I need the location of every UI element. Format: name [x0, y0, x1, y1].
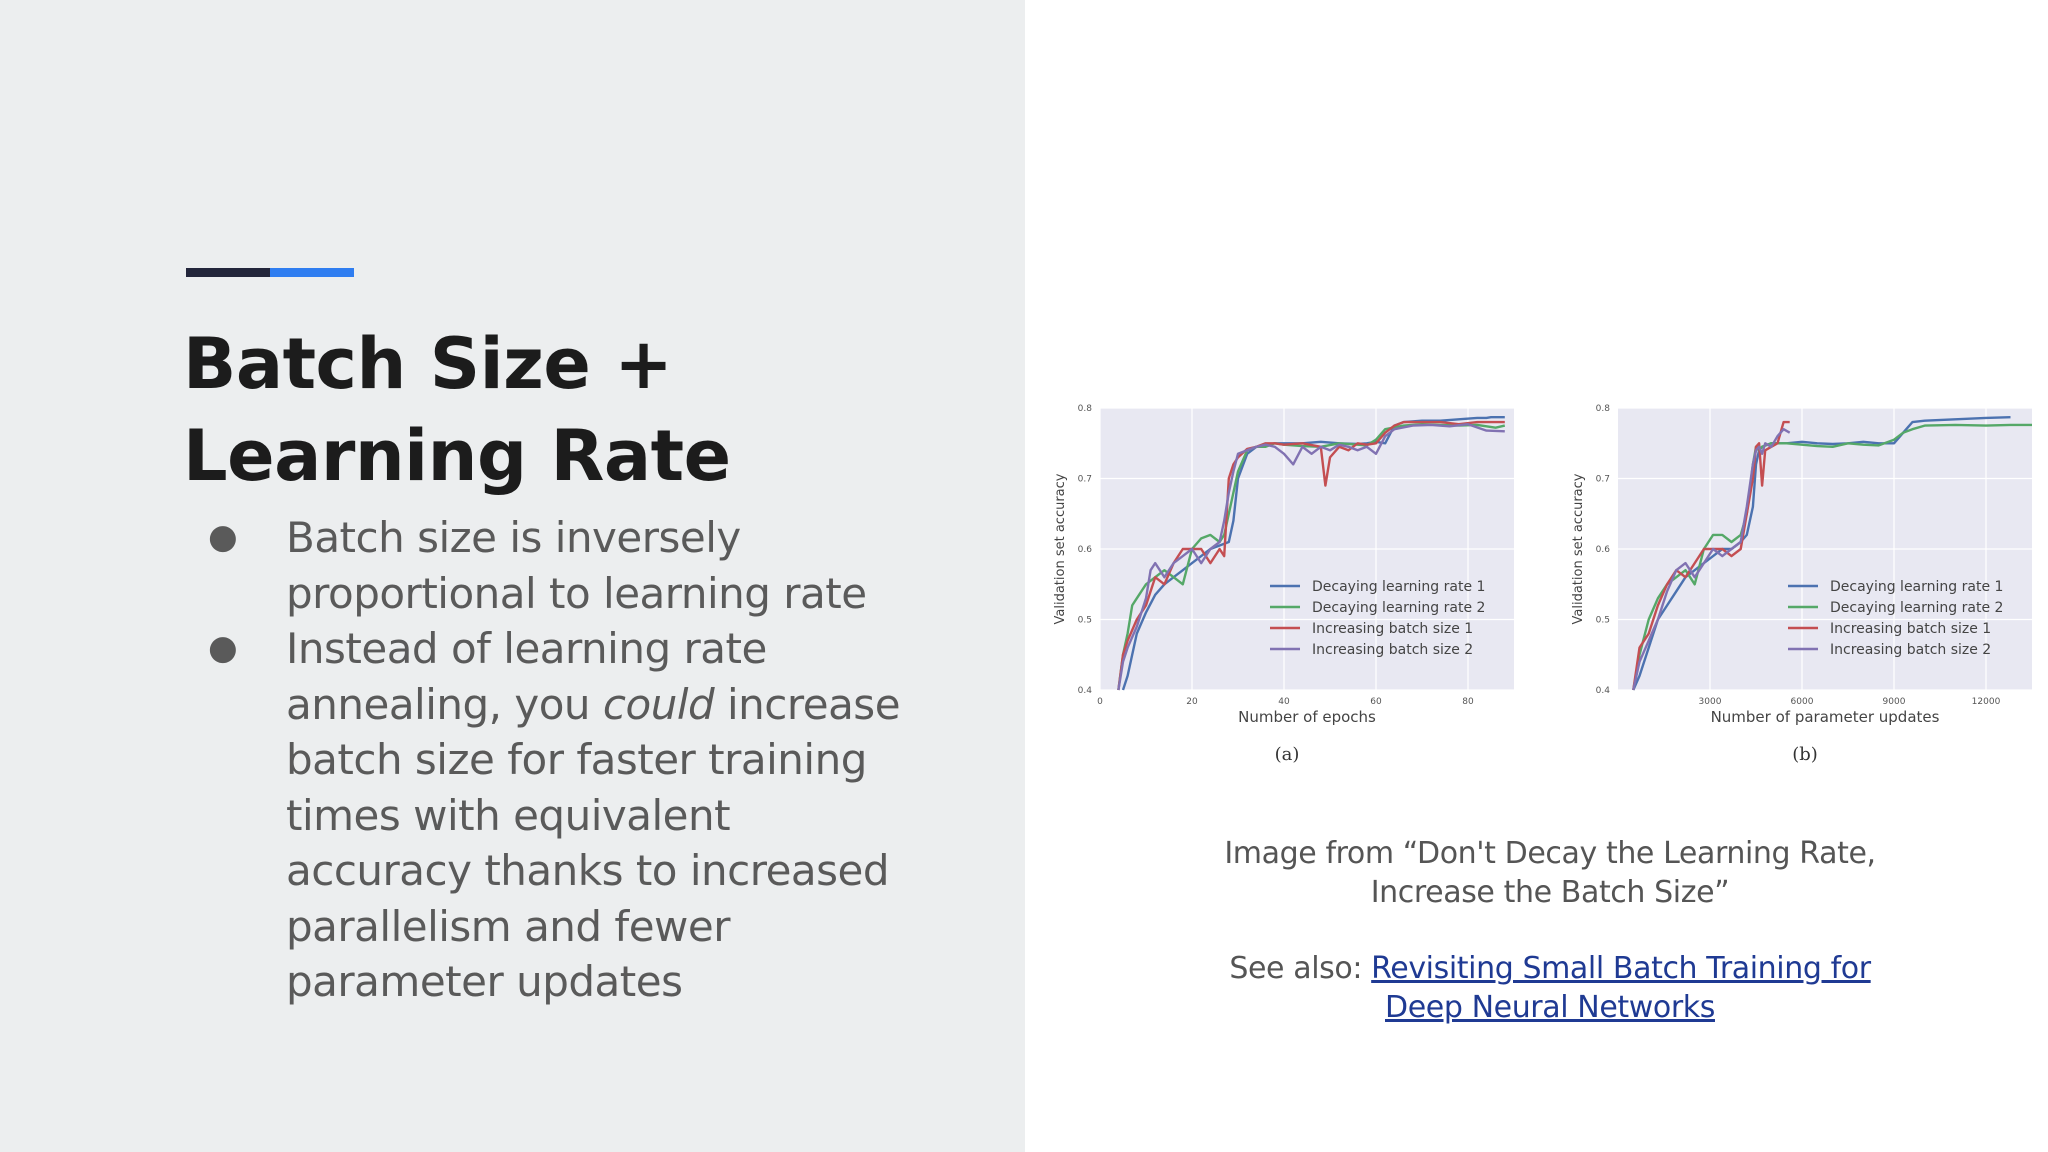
legend-entry: Decaying learning rate 1	[1312, 579, 1485, 595]
x-tick-label: 80	[1462, 697, 1474, 707]
legend-entry: Decaying learning rate 2	[1830, 600, 2003, 616]
legend-entry: Decaying learning rate 2	[1312, 600, 1485, 616]
x-axis-label: Number of parameter updates	[1711, 708, 1940, 726]
y-tick-label: 0.6	[1596, 545, 1611, 555]
left-panel: Batch Size + Learning Rate ● Batch size …	[0, 0, 1025, 1152]
accent-bar-blue-segment	[270, 268, 354, 277]
legend-entry: Increasing batch size 1	[1830, 621, 1991, 637]
y-tick-label: 0.6	[1078, 545, 1093, 555]
x-tick-label: 60	[1370, 697, 1382, 707]
series-line	[1117, 420, 1505, 691]
figure-charts: 0 20 40 60 80 0.4 0.5 0.6 0.7 0.8 Number of epochs…	[1053, 404, 2032, 765]
bullet-text-line: Batch size is inversely	[286, 513, 741, 562]
x-tick-label: 0	[1097, 697, 1103, 707]
bullet-text-line: batch size for faster training	[286, 735, 867, 784]
panel-label: (a)	[1275, 744, 1300, 765]
x-axis-label: Number of epochs	[1238, 708, 1376, 726]
see-also-label: See also:	[1229, 951, 1372, 986]
bullet-text-line: Instead of learning rate	[286, 624, 767, 673]
slide-title-line-2: Learning Rate	[183, 415, 731, 497]
y-axis-label: Validation set accuracy	[1571, 473, 1586, 624]
series-line	[1117, 423, 1505, 691]
y-tick-label: 0.5	[1596, 616, 1610, 626]
accent-bar-dark-segment	[186, 268, 270, 277]
bullet-list: ● Batch size is inversely proportional t…	[208, 510, 928, 1010]
bullet-dot-icon: ●	[208, 628, 238, 668]
bullet-text-line: parameter updates	[286, 957, 683, 1006]
caption-line: Image from “Don't Decay the Learning Rat…	[1224, 836, 1876, 871]
caption-spacer	[1160, 912, 1940, 949]
x-tick-label: 40	[1278, 697, 1290, 707]
y-tick-label: 0.8	[1078, 404, 1093, 414]
bullet-item: ● Instead of learning rate annealing, yo…	[208, 621, 928, 1010]
y-tick-label: 0.7	[1078, 475, 1092, 485]
x-tick-label: 6000	[1791, 697, 1814, 707]
legend-entry: Increasing batch size 1	[1312, 621, 1473, 637]
bullet-text-line: times with equivalent	[286, 790, 731, 840]
legend-entry: Increasing batch size 2	[1830, 642, 1991, 658]
paper-link[interactable]: Deep Neural Networks	[1385, 990, 1715, 1025]
bullet-item: ● Batch size is inversely proportional t…	[208, 510, 928, 621]
y-axis-label: Validation set accuracy	[1053, 473, 1068, 624]
bullet-text-fragment: annealing, you	[286, 679, 603, 729]
bullet-dot-icon: ●	[208, 517, 238, 557]
caption-line: Increase the Batch Size”	[1370, 875, 1730, 910]
series-line	[1632, 428, 1791, 691]
y-tick-label: 0.7	[1596, 475, 1610, 485]
y-tick-label: 0.8	[1596, 404, 1611, 414]
figure-caption: Image from “Don't Decay the Learning Rat…	[1160, 834, 1940, 1027]
title-accent-bar	[186, 268, 354, 277]
bullet-text-line: accuracy thanks to increased	[286, 846, 890, 895]
x-tick-label: 20	[1186, 697, 1198, 707]
see-also-line: See also: Revisiting Small Batch Trainin…	[1160, 949, 1940, 988]
x-tick-label: 3000	[1699, 697, 1722, 707]
x-tick-label: 9000	[1883, 697, 1906, 707]
legend-entry: Increasing batch size 2	[1312, 642, 1473, 658]
legend-entry: Decaying learning rate 1	[1830, 579, 2003, 595]
bullet-text-line: parallelism and fewer	[286, 901, 731, 951]
bullet-text-fragment: increase	[714, 679, 901, 729]
see-also-line: Deep Neural Networks	[1160, 988, 1940, 1027]
series-line	[1632, 420, 1790, 691]
slide-title: Batch Size + Learning Rate	[183, 318, 943, 502]
slide-title-line-1: Batch Size +	[183, 323, 673, 405]
panel-label: (b)	[1792, 744, 1818, 765]
paper-link[interactable]: Revisiting Small Batch Training for	[1371, 951, 1871, 986]
x-tick-label: 12000	[1972, 697, 2001, 707]
bullet-text-line: proportional to learning rate	[286, 568, 867, 618]
bullet-italic-word: could	[602, 679, 715, 729]
figure: 0 20 40 60 80 0.4 0.5 0.6 0.7 0.8 Number of epochs…	[1040, 390, 2048, 780]
y-tick-label: 0.4	[1078, 686, 1093, 696]
y-tick-label: 0.4	[1596, 686, 1611, 696]
y-tick-label: 0.5	[1078, 616, 1092, 626]
